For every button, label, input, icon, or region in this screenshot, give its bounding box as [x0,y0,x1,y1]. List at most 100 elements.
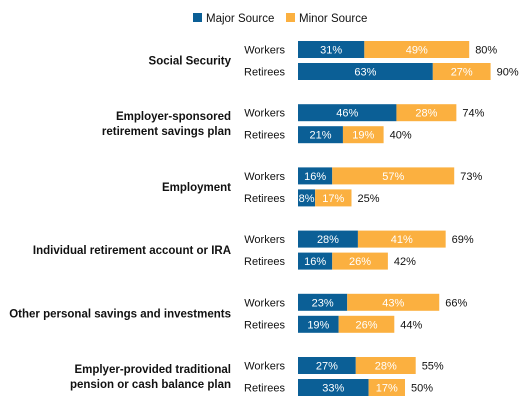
row-employer-sponsored-retirement-savings-plan-workers: Workers 46% 28% 74% [244,104,485,122]
data-label-total: 50% [411,383,433,395]
data-label-minor-source: 17% [322,193,344,205]
category-label: Employer-sponsored [116,111,231,123]
bar-major-source [298,357,356,374]
row-employer-sponsored-retirement-savings-plan-retirees: Retirees 21% 19% 40% [244,126,412,144]
bar-minor-source [364,41,470,58]
group-emplyer-provided-traditional-pension-or-cash-balance-plan: Emplyer-provided traditional pension or c… [70,357,444,396]
row-label-workers: Workers [244,297,285,309]
bar-major-source [298,41,365,58]
group-social-security: Social Security Workers 31% 49% 80% Retirees 6… [149,41,519,80]
data-label-minor-source: 17% [376,383,398,395]
data-label-major-source: 23% [312,297,334,309]
data-label-total: 90% [497,67,519,79]
data-label-minor-source: 41% [391,234,413,246]
bar-major-source [298,379,369,396]
category-label: Other personal savings and investments [9,308,231,320]
bar-major-source [298,167,333,185]
row-label-retirees: Retirees [244,193,285,205]
data-label-minor-source: 26% [349,256,371,268]
data-label-minor-source: 43% [382,297,404,309]
bar-major-source [298,315,339,333]
data-label-major-source: 63% [354,67,376,79]
data-label-total: 66% [445,297,467,309]
bar-major-source [298,293,348,311]
category-label: Employment [162,182,231,194]
data-label-major-source: 46% [336,108,358,120]
row-label-workers: Workers [244,361,285,373]
row-employment-workers: Workers 16% 57% 73% [244,167,482,185]
row-label-workers: Workers [244,108,285,120]
row-social-security-workers: Workers 31% 49% 80% [244,41,497,58]
bar-major-source [298,104,397,122]
data-label-total: 74% [462,108,484,120]
data-label-minor-source: 49% [406,45,428,57]
group-employer-sponsored-retirement-savings-plan: Employer-sponsored retirement savings pla… [102,104,485,144]
data-label-minor-source: 26% [355,319,377,331]
category-label: Emplyer-provided traditional [74,364,231,376]
row-social-security-retirees: Retirees 63% 27% 90% [244,63,519,80]
row-other-personal-savings-and-investments-workers: Workers 23% 43% 66% [244,293,467,311]
row-employment-retirees: Retirees 8% 17% 25% [244,189,380,207]
bar-minor-source [355,357,416,374]
data-label-minor-source: 19% [352,130,374,142]
bar-major-source [298,230,358,248]
row-individual-retirement-account-or-ira-retirees: Retirees 16% 26% 42% [244,252,416,270]
data-label-major-source: 28% [317,234,339,246]
bar-major-source [298,189,316,207]
category-label: pension or cash balance plan [70,379,231,391]
data-label-major-source: 8% [299,193,315,205]
row-emplyer-provided-traditional-pension-or-cash-balance-plan-retirees: Retirees 33% 17% 50% [244,379,433,396]
legend-label-major-source: Major Source [206,13,274,25]
data-label-minor-source: 57% [382,171,404,183]
bar-minor-source [338,315,395,333]
bar-minor-source [347,293,440,311]
legend: Major Source Minor Source [193,13,367,25]
group-employment: Employment Workers 16% 57% 73% Retirees 8% 17% 2… [162,167,482,207]
data-label-total: 44% [400,319,422,331]
group-individual-retirement-account-or-ira: Individual retirement account or IRA Work… [33,230,474,270]
category-label: Individual retirement account or IRA [33,245,231,257]
data-label-major-source: 19% [307,319,329,331]
plot-area: Social Security Workers 31% 49% 80% Retirees 6… [9,41,519,396]
bar-minor-source [332,252,388,270]
data-label-minor-source: 27% [451,67,473,79]
data-label-total: 25% [358,193,380,205]
data-label-minor-source: 28% [415,108,437,120]
row-label-retirees: Retirees [244,67,285,79]
row-label-retirees: Retirees [244,319,285,331]
bar-major-source [298,63,433,80]
category-label: retirement savings plan [102,126,231,138]
row-other-personal-savings-and-investments-retirees: Retirees 19% 26% 44% [244,315,423,333]
bar-major-source [298,126,343,144]
legend-label-minor-source: Minor Source [299,13,367,25]
bar-major-source [298,252,333,270]
bar-minor-source [357,230,446,248]
row-label-workers: Workers [244,45,285,57]
row-label-retirees: Retirees [244,383,285,395]
row-label-retirees: Retirees [244,256,285,268]
data-label-total: 40% [390,130,412,142]
category-label: Social Security [149,56,232,68]
data-label-major-source: 16% [304,256,326,268]
bar-minor-source [368,379,405,396]
data-label-total: 73% [460,171,482,183]
bar-minor-source [315,189,352,207]
data-label-major-source: 21% [309,130,331,142]
data-label-total: 42% [394,256,416,268]
row-emplyer-provided-traditional-pension-or-cash-balance-plan-workers: Workers 27% 28% 55% [244,357,444,374]
data-label-major-source: 16% [304,171,326,183]
row-label-retirees: Retirees [244,130,285,142]
legend-swatch-major-source [193,13,202,22]
row-individual-retirement-account-or-ira-workers: Workers 28% 41% 69% [244,230,474,248]
row-label-workers: Workers [244,171,285,183]
legend-swatch-minor-source [286,13,295,22]
bar-minor-source [396,104,457,122]
data-label-total: 69% [452,234,474,246]
data-label-major-source: 27% [316,361,338,373]
data-label-major-source: 31% [320,45,342,57]
group-other-personal-savings-and-investments: Other personal savings and investments Wo… [9,293,467,333]
data-label-minor-source: 28% [375,361,397,373]
bar-minor-source [332,167,455,185]
row-label-workers: Workers [244,234,285,246]
